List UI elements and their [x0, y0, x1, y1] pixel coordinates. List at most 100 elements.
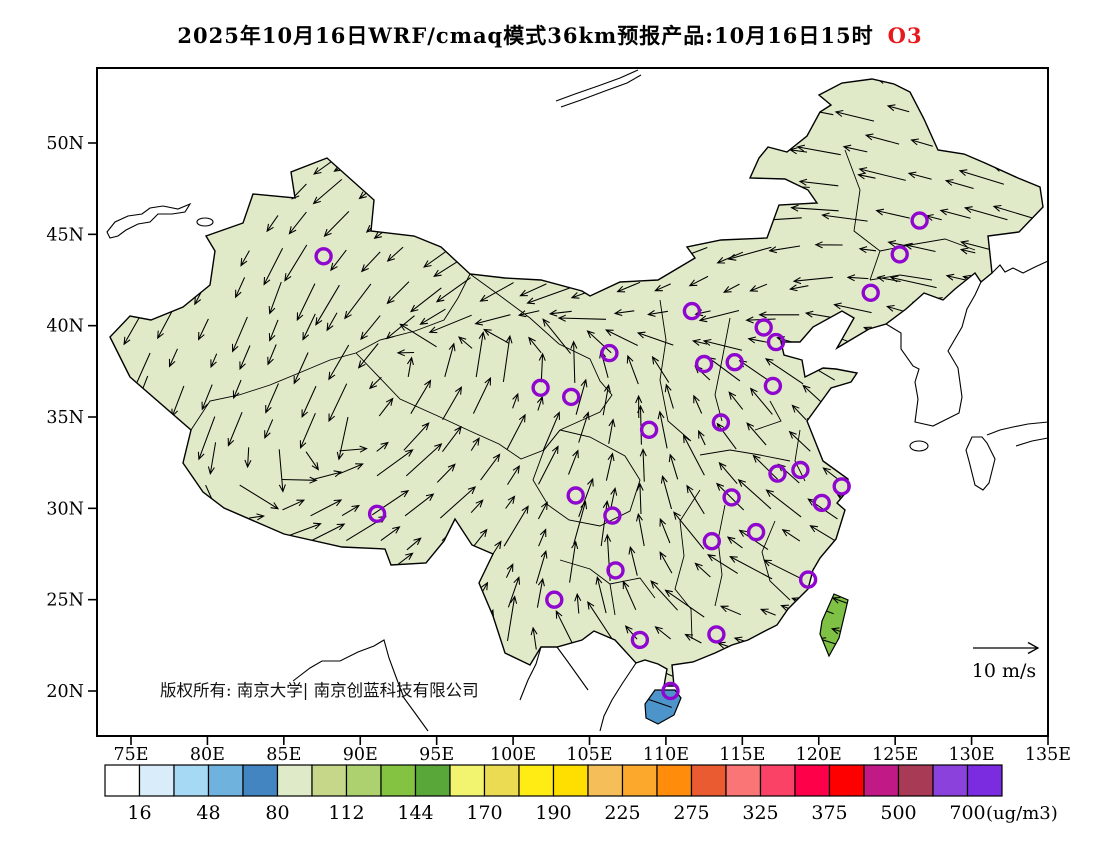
- lat-tick-label: 20N: [46, 682, 84, 702]
- colorbar-cell: [932, 764, 969, 797]
- wind-arrow: [664, 383, 674, 409]
- wind-arrow: [410, 379, 432, 414]
- coastline: [555, 69, 639, 102]
- wind-arrow: [344, 283, 372, 320]
- wind-arrow: [876, 274, 901, 283]
- station-marker-changsha: [702, 532, 721, 551]
- colorbar-tick-label: 375: [811, 802, 847, 824]
- wind-arrow: [857, 172, 876, 180]
- lon-tick-label: 110E: [643, 745, 689, 765]
- wind-arrow: [405, 443, 443, 477]
- colorbar-cell: [828, 764, 865, 797]
- figure-title: 2025年10月16日WRF/cmaq模式36km预报产品:10月16日15时 O…: [0, 20, 1100, 50]
- wind-arrow: [536, 395, 544, 411]
- station-marker-guiyang: [606, 561, 625, 580]
- wind-arrow: [123, 312, 143, 346]
- wind-arrow: [788, 284, 809, 292]
- wind-arrow: [749, 387, 773, 415]
- wind-arrow: [578, 411, 590, 443]
- colorbar-tick-label: 225: [604, 802, 640, 824]
- wind-arrow: [557, 314, 607, 322]
- colorbar-tick-label: 325: [742, 802, 778, 824]
- wind-arrow: [650, 580, 678, 611]
- province-border-line: [609, 583, 616, 616]
- colorbar-tick-label: 700: [949, 802, 985, 824]
- wind-arrow: [198, 318, 209, 341]
- colorbar-cell: [380, 764, 417, 797]
- wind-arrow: [436, 463, 456, 483]
- wind-arrow: [232, 379, 242, 400]
- province-border-line: [532, 429, 641, 527]
- wind-arrow: [693, 394, 703, 414]
- wind-arrow: [887, 240, 908, 248]
- wind-arrow: [376, 449, 414, 477]
- lon-tick-label: 125E: [872, 745, 918, 765]
- wind-arrow: [372, 489, 410, 516]
- wind-arrow: [535, 549, 548, 584]
- kyushu-outline: [965, 436, 996, 491]
- colorbar-cell: [276, 764, 313, 797]
- wind-arrow: [409, 287, 442, 313]
- wind-arrow: [537, 501, 548, 520]
- wind-arrow: [958, 169, 1005, 185]
- wind-arrow: [503, 505, 529, 547]
- coastline: [519, 646, 542, 701]
- wind-arrow: [752, 454, 778, 480]
- wind-arrow: [360, 251, 381, 273]
- station-marker-hohhot: [682, 301, 702, 321]
- station-marker-beijing: [754, 318, 773, 337]
- colorbar-tick-label: 170: [466, 802, 502, 824]
- colorbar-tick-label: 112: [328, 802, 364, 824]
- wind-arrow: [654, 283, 671, 292]
- wind-arrow: [759, 608, 776, 616]
- wind-arrow: [470, 499, 484, 514]
- wind-arrow: [657, 410, 668, 449]
- wind-arrow: [423, 249, 449, 268]
- wind-arrow: [538, 528, 547, 547]
- wind-arrow: [729, 555, 773, 580]
- wind-arrow: [622, 580, 637, 611]
- wind-arrow: [664, 589, 705, 618]
- wind-arrow: [336, 416, 349, 461]
- wind-scale-arrow-icon: [973, 641, 1040, 655]
- title-species: O3: [887, 23, 923, 48]
- wind-arrow: [330, 249, 347, 272]
- wind-arrow: [157, 308, 174, 340]
- wind-arrow: [526, 287, 572, 305]
- colorbar-cell: [242, 764, 279, 797]
- wind-arrow: [341, 504, 361, 517]
- wind-arrow: [506, 413, 526, 450]
- station-marker-yinchuan: [600, 343, 619, 363]
- wind-arrow: [694, 562, 711, 578]
- lon-tick-label: 85E: [266, 745, 301, 765]
- station-marker-lanzhou: [562, 387, 581, 407]
- station-marker-zhengzhou: [711, 413, 731, 432]
- wind-arrow: [624, 625, 638, 640]
- station-marker-chongqing: [603, 506, 622, 525]
- wind-arrow: [419, 308, 446, 325]
- wind-arrow: [610, 487, 618, 510]
- wind-arrow: [726, 536, 743, 549]
- station-marker-hangzhou: [812, 493, 831, 513]
- wind-arrow: [302, 313, 316, 341]
- wind-arrow: [788, 430, 811, 452]
- foreign-coastlines: [106, 69, 1049, 732]
- wind-arrow: [444, 342, 456, 378]
- wind-arrow: [659, 551, 673, 574]
- wind-arrow: [201, 384, 213, 411]
- wind-arrow: [749, 283, 768, 292]
- wind-arrow: [474, 314, 511, 326]
- wind-arrow: [542, 411, 560, 451]
- wind-arrow: [737, 478, 772, 510]
- lat-tick-label: 45N: [46, 225, 84, 245]
- coastline: [1015, 437, 1049, 447]
- wind-arrow: [792, 276, 833, 285]
- province-border-line: [469, 273, 613, 431]
- wind-arrow: [963, 206, 1008, 221]
- wind-arrow: [654, 626, 672, 640]
- wind-arrow: [886, 104, 910, 113]
- lon-tick-label: 75E: [113, 745, 148, 765]
- lake-balkhash-outline: [106, 202, 192, 239]
- wind-arrow: [239, 345, 251, 371]
